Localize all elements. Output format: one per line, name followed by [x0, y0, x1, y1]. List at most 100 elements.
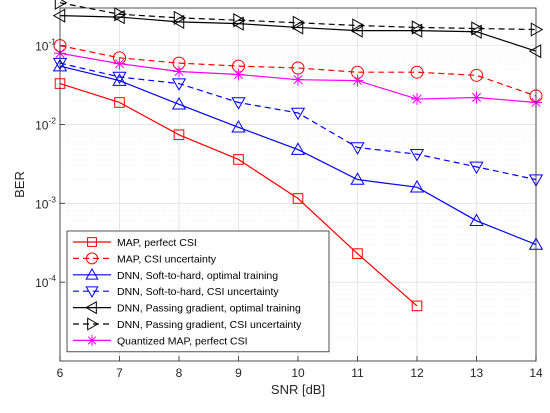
data-point	[471, 21, 484, 36]
series-line	[59, 83, 418, 307]
data-point	[350, 23, 363, 38]
y-tick-base: 10	[35, 40, 49, 54]
data-point	[112, 9, 125, 25]
legend-entry: MAP, perfect CSI	[73, 237, 197, 249]
data-point	[290, 107, 306, 121]
legend-marker	[86, 334, 98, 346]
data-point	[173, 10, 187, 26]
data-point	[173, 129, 185, 141]
legend-marker	[85, 268, 99, 280]
data-point	[171, 97, 187, 110]
legend-marker	[85, 286, 99, 298]
y-tick-base: 10	[35, 118, 49, 132]
data-point	[171, 78, 187, 91]
x-tick-label: 13	[470, 366, 484, 380]
series-line	[59, 45, 537, 97]
data-point	[410, 65, 424, 79]
data-point	[411, 93, 423, 106]
data-point	[350, 172, 365, 185]
data-point	[469, 161, 484, 175]
data-point	[411, 300, 423, 312]
data-point	[232, 68, 245, 81]
data-point	[231, 16, 244, 31]
data-point	[233, 154, 244, 165]
legend: MAP, perfect CSI MAP, CSI uncertainty DNN,…	[66, 230, 330, 353]
legend-marker	[87, 237, 97, 247]
data-point	[112, 73, 127, 86]
data-point	[469, 213, 484, 227]
y-tick-exponent: -3	[48, 194, 56, 204]
legend-box	[66, 230, 330, 353]
data-point	[114, 7, 127, 22]
legend-entry: Quantized MAP, perfect CSI	[73, 334, 248, 347]
data-point	[231, 97, 246, 110]
y-tick-label: 10-4	[35, 273, 56, 290]
legend-label: Quantized MAP, perfect CSI	[117, 335, 248, 347]
series-5	[52, 8, 542, 59]
legend-entry: DNN, Soft-to-hard, CSI uncertainty	[73, 286, 279, 298]
y-tick-label: 10-2	[35, 115, 56, 132]
legend-marker	[86, 252, 98, 265]
data-point	[52, 8, 66, 23]
y-tick-exponent: -2	[48, 115, 56, 125]
data-point	[290, 142, 306, 155]
legend-entry: MAP, CSI uncertainty	[73, 252, 217, 265]
legend-label: DNN, Passing gradient, optimal training	[117, 303, 301, 315]
y-tick-base: 10	[35, 276, 49, 290]
data-point	[231, 120, 246, 133]
x-tick-label: 8	[176, 366, 183, 380]
data-point	[528, 44, 542, 59]
data-point	[113, 57, 126, 70]
data-point	[290, 20, 304, 35]
data-point	[411, 20, 425, 35]
series-line	[59, 62, 537, 181]
data-point	[470, 91, 483, 104]
y-tick-exponent: -4	[48, 273, 56, 283]
legend-entry: DNN, Passing gradient, optimal training	[73, 300, 301, 315]
data-point	[470, 68, 483, 82]
x-tick-label: 11	[351, 366, 364, 380]
x-tick-label: 10	[291, 366, 305, 380]
x-tick-label: 7	[116, 366, 123, 380]
legend-label: MAP, CSI uncertainty	[117, 253, 217, 265]
data-point	[409, 148, 425, 162]
legend-marker	[85, 300, 97, 315]
x-tick-label: 9	[235, 366, 242, 380]
data-point	[233, 13, 246, 28]
legend-marker	[87, 317, 99, 331]
data-point	[352, 248, 363, 259]
series-line	[59, 15, 537, 52]
series-line	[59, 65, 537, 246]
series-6	[54, 0, 544, 37]
data-point	[469, 24, 482, 39]
data-point	[292, 15, 306, 30]
data-point	[54, 0, 68, 10]
data-point	[352, 18, 365, 33]
series-line	[59, 2, 537, 31]
x-tick-label: 14	[529, 366, 543, 380]
legend-label: DNN, Soft-to-hard, optimal training	[117, 270, 278, 282]
data-point	[171, 14, 185, 30]
legend-label: DNN, Soft-to-hard, CSI uncertainty	[117, 286, 279, 298]
data-point	[351, 74, 364, 87]
data-point	[173, 65, 185, 78]
legend-label: MAP, perfect CSI	[117, 237, 197, 249]
data-point	[292, 193, 304, 204]
legend-entry: DNN, Soft-to-hard, optimal training	[73, 268, 278, 282]
data-point	[350, 142, 365, 155]
x-axis-label: SNR [dB]	[271, 382, 325, 397]
legend-label: DNN, Passing gradient, CSI uncertainty	[117, 319, 302, 331]
legend-entry: DNN, Passing gradient, CSI uncertainty	[73, 317, 302, 331]
x-tick-label: 6	[57, 366, 64, 380]
y-tick-base: 10	[35, 197, 49, 211]
y-axis-label: BER	[12, 171, 27, 198]
data-point	[409, 179, 425, 193]
data-point	[112, 71, 127, 85]
y-tick-exponent: -1	[48, 37, 56, 47]
y-tick-label: 10-3	[35, 194, 56, 211]
data-point	[292, 73, 304, 86]
data-point	[409, 23, 423, 38]
data-point	[114, 97, 125, 108]
